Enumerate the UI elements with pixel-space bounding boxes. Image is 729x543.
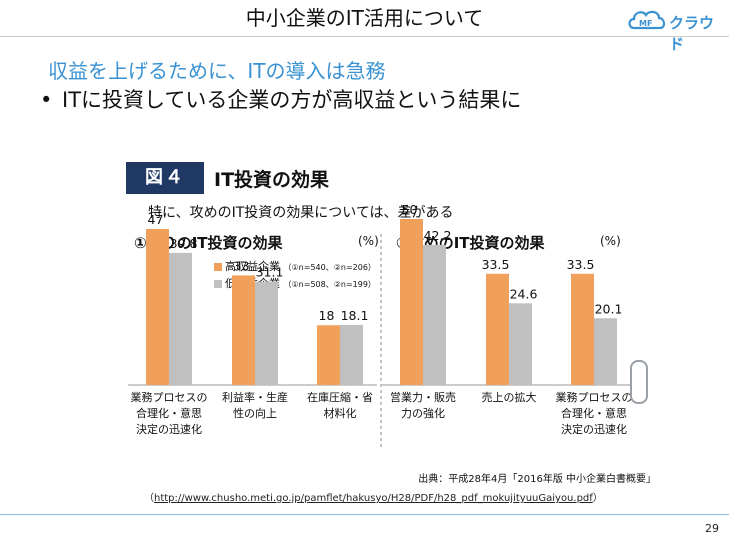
panel-title-defensive: ①守りのIT投資の効果 [134, 234, 283, 252]
page-number: 29 [705, 522, 719, 535]
legend-item-high: 高収益企業 （①n=540、②n=206） [214, 258, 376, 274]
legend-label-high: 高収益企業 [225, 260, 280, 273]
source-url-close: ） [592, 493, 603, 504]
data-label: 39.8 [170, 236, 198, 251]
logo-text: クラウド [669, 14, 715, 53]
bar-low [423, 244, 446, 385]
data-label: 50 [402, 202, 418, 217]
panel-unit-offensive: (%) [600, 234, 621, 248]
footer-divider [0, 514, 729, 515]
bar-low [509, 303, 532, 385]
logo-mark-text: MF [639, 19, 652, 28]
figure-subtitle: 特に、攻めのIT投資の効果については、差がある [148, 205, 454, 221]
category-label-line: 売上の拡大 [482, 390, 537, 404]
category-label-line: 材料化 [324, 406, 357, 420]
bar-low [340, 324, 363, 385]
category-label-line: 決定の迅速化 [561, 422, 627, 436]
data-label: 47 [148, 212, 164, 227]
bar-low [594, 318, 617, 385]
source-url-open: （ [144, 493, 154, 504]
legend-swatch-low [214, 280, 222, 288]
slide-subtitle: 収益を上げるために、ITの導入は急務 [48, 59, 386, 83]
title-divider [0, 36, 729, 37]
category-label: 利益率・生産性の向上 [222, 390, 288, 420]
category-label-line: 性の向上 [233, 406, 277, 420]
category-label-line: 在庫圧縮・省 [307, 390, 373, 404]
bar-low [169, 252, 192, 385]
category-label: 在庫圧縮・省材料化 [307, 390, 373, 420]
scroll-handle [630, 360, 648, 404]
mf-cloud-logo: MF クラウド [626, 4, 726, 53]
bar-high [486, 273, 509, 385]
bar-high [317, 325, 340, 385]
source-citation: 出典：平成28年4月「2016年版 中小企業白書概要」 [418, 474, 656, 485]
bullet-dot: • [40, 88, 53, 112]
chart-figure: 図４ IT投資の効果 特に、攻めのIT投資の効果については、差がある ①守りのI… [126, 162, 636, 452]
data-label: 20.1 [595, 301, 623, 316]
data-label: 42.2 [424, 228, 452, 243]
category-label-line: 力の強化 [401, 406, 445, 420]
data-label: 31.1 [256, 265, 284, 280]
category-label-line: 決定の迅速化 [136, 422, 202, 436]
category-label-line: 合理化・意思 [561, 406, 627, 420]
panel-unit-defensive: (%) [358, 234, 379, 248]
cloud-icon: MF [628, 10, 666, 30]
slide-title: 中小企業のIT活用について [245, 6, 484, 30]
legend-note-low: （①n=508、②n=199） [283, 280, 376, 289]
data-label: 24.6 [510, 286, 538, 301]
category-label-line: 営業力・販売 [390, 390, 456, 404]
source-url-line: （http://www.chusho.meti.go.jp/pamflet/ha… [144, 489, 603, 504]
legend-swatch-high [214, 263, 222, 271]
bullet-text: ITに投資している企業の方が高収益という結果に [62, 88, 522, 112]
bar-high [146, 228, 169, 385]
category-label-line: 合理化・意思 [136, 406, 202, 420]
data-label: 18 [319, 308, 335, 323]
bullet-item: • ITに投資している企業の方が高収益という結果に [40, 84, 521, 114]
category-label: 売上の拡大 [482, 390, 537, 404]
bar-high [571, 273, 594, 385]
bar-high [232, 275, 255, 385]
figure-title: IT投資の効果 [214, 169, 330, 191]
data-label: 33 [234, 258, 250, 273]
category-label: 業務プロセスの合理化・意思決定の迅速化 [131, 390, 208, 436]
bar-low [255, 281, 278, 385]
category-label: 営業力・販売力の強化 [390, 390, 456, 420]
legend-note-high: （①n=540、②n=206） [283, 263, 376, 272]
category-label: 業務プロセスの合理化・意思決定の迅速化 [556, 390, 633, 436]
data-label: 18.1 [341, 308, 369, 323]
source-url-link[interactable]: http://www.chusho.meti.go.jp/pamflet/hak… [154, 493, 593, 504]
figure-badge: 図４ [126, 162, 204, 194]
bar-high [400, 219, 423, 385]
data-label: 33.5 [482, 257, 510, 272]
category-label-line: 利益率・生産 [222, 390, 288, 404]
category-label-line: 業務プロセスの [131, 390, 208, 404]
category-label-line: 業務プロセスの [556, 390, 633, 404]
data-label: 33.5 [567, 257, 595, 272]
